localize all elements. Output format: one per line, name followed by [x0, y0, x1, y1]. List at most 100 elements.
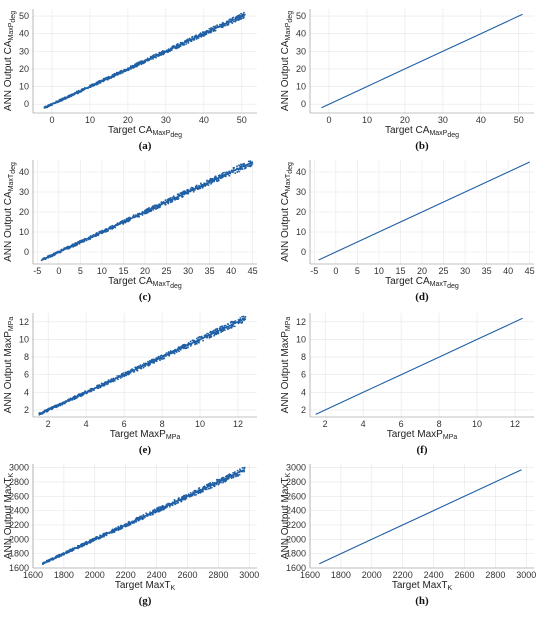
data-point	[239, 317, 242, 319]
data-point	[106, 383, 108, 386]
data-point	[202, 486, 205, 488]
y-tick-label: 40	[19, 29, 29, 39]
data-point	[148, 207, 151, 209]
x-tick-label: 20	[417, 266, 427, 276]
x-tick-label: 1600	[300, 570, 320, 580]
data-point	[182, 190, 185, 193]
data-point	[155, 56, 157, 59]
data-point	[136, 369, 139, 372]
data-point	[124, 221, 126, 224]
y-tick-label: 0	[24, 99, 29, 109]
data-point	[107, 379, 110, 381]
y-axis-label: ANN Output MaxTK	[3, 472, 15, 559]
y-tick-label: 8	[301, 352, 306, 362]
y-tick-label: 20	[296, 64, 306, 74]
y-tick-label: 10	[296, 227, 306, 237]
data-point	[238, 18, 241, 20]
x-axis-label: Target MaxTK	[115, 580, 176, 592]
y-tick-label: 10	[296, 82, 306, 92]
data-point	[174, 502, 177, 505]
x-tick-label: 1800	[54, 570, 74, 580]
data-point	[217, 179, 220, 182]
x-tick-label: 10	[195, 419, 205, 429]
y-tick-label: 10	[19, 82, 29, 92]
data-point	[171, 196, 174, 199]
data-point	[177, 43, 179, 45]
data-point	[214, 485, 216, 487]
y-tick-label: 20	[19, 64, 29, 74]
data-point	[239, 468, 241, 471]
y-tick-label: 50	[19, 11, 29, 21]
y-tick-label: 2800	[9, 477, 29, 487]
data-point	[99, 386, 102, 389]
data-point	[117, 529, 120, 532]
data-point	[235, 15, 238, 18]
data-point	[122, 222, 124, 225]
data-point	[142, 514, 145, 516]
data-point	[243, 11, 245, 14]
data-point	[220, 331, 223, 333]
data-point	[199, 32, 202, 35]
data-point	[184, 347, 186, 350]
data-point	[185, 43, 188, 45]
data-point	[160, 509, 162, 512]
data-point	[230, 477, 233, 480]
data-point	[166, 51, 169, 54]
data-point	[234, 172, 237, 175]
data-point	[170, 201, 172, 204]
data-point	[189, 188, 192, 191]
x-tick-label: 10	[362, 115, 372, 125]
data-point	[153, 361, 156, 364]
data-point	[249, 160, 252, 163]
chart-panel-b: 0 10 20 30 40 50 0 10 20 30 40 50 Target CAMaxPdeg AN…	[280, 9, 534, 152]
data-point	[187, 346, 189, 349]
y-tick-label: 2400	[286, 506, 306, 516]
data-point	[226, 24, 229, 26]
data-point	[112, 531, 115, 534]
data-point	[147, 360, 150, 363]
data-point	[216, 327, 219, 330]
data-point	[142, 366, 145, 369]
data-point	[124, 371, 127, 374]
x-tick-label: 45	[248, 266, 258, 276]
data-point	[177, 497, 180, 500]
data-point	[218, 174, 221, 177]
data-point	[186, 38, 189, 41]
data-point	[178, 350, 181, 353]
data-point	[202, 339, 205, 342]
y-tick-label: 0	[24, 247, 29, 257]
x-tick-label: 25	[162, 266, 172, 276]
y-tick-label: 1600	[286, 563, 306, 573]
data-point	[173, 44, 175, 47]
data-point	[209, 177, 212, 180]
data-point	[147, 364, 150, 367]
data-point	[205, 488, 208, 491]
y-tick-label: 0	[301, 247, 306, 257]
data-point	[214, 25, 217, 28]
x-tick-label: 2600	[177, 570, 197, 580]
data-point	[219, 326, 222, 329]
x-tick-label: 40	[199, 115, 209, 125]
x-tick-label: 30	[183, 266, 193, 276]
data-point	[194, 342, 197, 345]
data-point	[202, 31, 204, 33]
y-tick-label: 12	[19, 317, 29, 327]
y-tick-label: 2000	[286, 534, 306, 544]
data-point	[149, 363, 151, 366]
data-point	[181, 195, 183, 198]
data-point	[230, 18, 232, 21]
x-tick-label: 3000	[239, 570, 259, 580]
panel-caption: (f)	[417, 444, 428, 456]
panel-caption: (e)	[139, 444, 152, 456]
data-point	[129, 523, 132, 526]
x-tick-label: 8	[160, 419, 165, 429]
series-line	[321, 13, 523, 109]
data-point	[173, 499, 176, 501]
y-tick-label: 4	[24, 387, 29, 397]
x-tick-label: 12	[510, 419, 520, 429]
data-point	[224, 171, 227, 174]
x-tick-label: 10	[472, 419, 482, 429]
data-point	[144, 209, 147, 212]
data-point	[207, 332, 210, 335]
data-point	[236, 171, 239, 173]
